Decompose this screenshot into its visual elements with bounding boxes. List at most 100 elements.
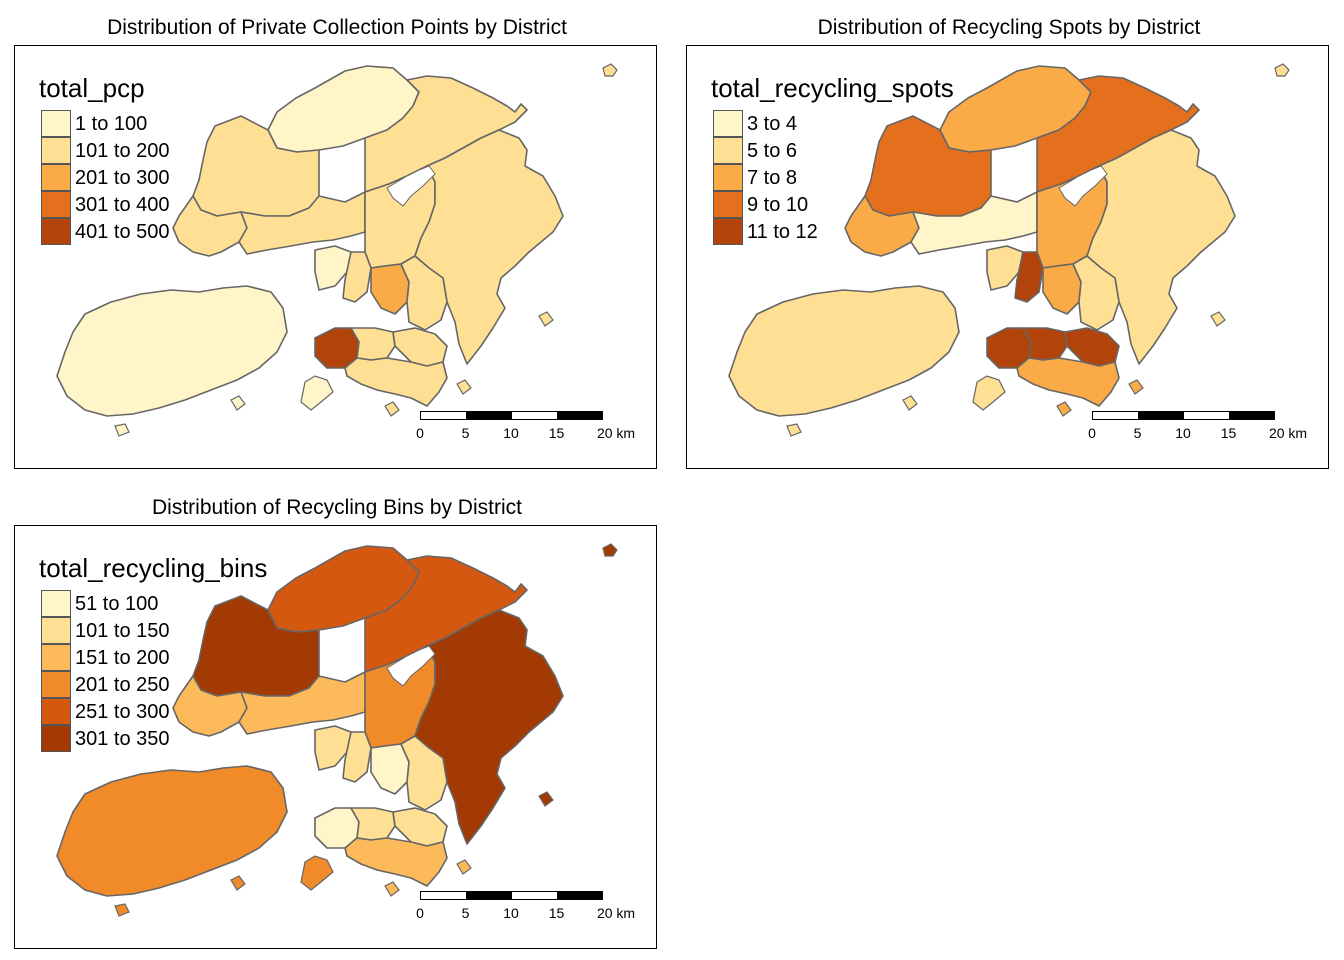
district-islands <box>728 285 960 417</box>
legend-swatch <box>713 137 743 164</box>
scale-bar-label: 15 <box>1220 425 1237 441</box>
scale-bar-segment <box>1183 411 1230 420</box>
legend-label: 101 to 150 <box>75 620 170 642</box>
legend-swatch <box>41 110 71 137</box>
islet-shape <box>114 423 130 437</box>
scale-bar-1: 0 5 10 15 20 km <box>416 411 635 441</box>
legend-swatch <box>41 617 71 644</box>
scale-bar-segment <box>556 891 603 900</box>
islet-shape <box>384 881 400 897</box>
district-kowloon-c <box>1072 255 1120 331</box>
legend-swatch <box>41 137 71 164</box>
district-islands <box>56 285 288 417</box>
district-kwai-tsing <box>986 245 1024 291</box>
legend-title-1: total_pcp <box>39 73 145 103</box>
district-kowloon-c <box>400 735 448 811</box>
legend-swatch <box>41 725 71 752</box>
scale-bar-segment <box>465 411 512 420</box>
islet-shape <box>602 543 618 557</box>
legend-swatch <box>41 590 71 617</box>
district-kowloon-a <box>1014 251 1044 303</box>
legend-label: 3 to 4 <box>747 113 798 135</box>
islet-shape <box>538 311 554 327</box>
scale-bar-label: 15 <box>548 425 565 441</box>
legend-item: 101 to 200 <box>39 137 170 164</box>
legend-item: 251 to 300 <box>39 698 267 725</box>
legend-label: 5 to 6 <box>747 140 798 162</box>
district-hk-south <box>1016 357 1120 407</box>
legend-swatch <box>41 644 71 671</box>
scale-bar-label: 0 <box>1088 425 1096 441</box>
legend-item: 301 to 400 <box>39 191 170 218</box>
map-title-2: Distribution of Recycling Spots by Distr… <box>817 16 1201 39</box>
map-title-1: Distribution of Private Collection Point… <box>107 16 567 39</box>
choropleth-map-2 <box>728 63 1290 437</box>
map-panel-3: total_recycling_bins 51 to 100 101 to 150… <box>14 525 657 949</box>
legend-2: total_recycling_spots 3 to 4 5 to 6 7 to 8… <box>711 72 954 245</box>
legend-label: 401 to 500 <box>75 221 170 243</box>
harbour-water <box>386 165 436 207</box>
legend-title-3: total_recycling_bins <box>39 553 268 583</box>
legend-item: 51 to 100 <box>39 590 267 617</box>
islet-shape <box>300 375 334 411</box>
legend-label: 201 to 300 <box>75 167 170 189</box>
harbour-water <box>1058 165 1108 207</box>
scale-bar-label: 5 <box>1133 425 1142 441</box>
legend-rows-3: 51 to 100 101 to 150 151 to 200 201 to 250 2… <box>39 590 267 752</box>
legend-item: 5 to 6 <box>711 137 954 164</box>
legend-item: 301 to 350 <box>39 725 267 752</box>
district-kowloon-b <box>370 743 410 795</box>
scale-bar-3: 0 5 10 15 20 km <box>416 891 635 921</box>
legend-rows-1: 1 to 100 101 to 200 201 to 300 301 to 400 40… <box>39 110 170 245</box>
scale-bar-segment <box>1228 411 1275 420</box>
islet-shape <box>456 379 472 395</box>
legend-swatch <box>713 191 743 218</box>
islet-shape <box>538 791 554 807</box>
legend-swatch <box>41 218 71 245</box>
islet-shape <box>230 395 246 411</box>
district-kowloon-c <box>400 255 448 331</box>
district-sai-kung <box>1086 129 1236 365</box>
legend-swatch <box>41 164 71 191</box>
legend-label: 1 to 100 <box>75 113 148 135</box>
scale-bar-label: 10 <box>1175 425 1191 441</box>
scale-bar-label: 0 <box>416 905 424 921</box>
legend-item: 9 to 10 <box>711 191 954 218</box>
harbour-water <box>386 645 436 687</box>
islet-shape <box>1128 379 1144 395</box>
legend-swatch <box>713 110 743 137</box>
scale-bar-label: 15 <box>548 905 565 921</box>
scale-bar-segment <box>1137 411 1184 420</box>
district-tsuen-wan <box>910 191 1038 255</box>
legend-swatch <box>41 191 71 218</box>
district-sai-kung <box>414 609 564 845</box>
legend-swatch <box>713 218 743 245</box>
choropleth-map-1 <box>56 63 618 437</box>
islet-shape <box>902 395 918 411</box>
legend-swatch <box>41 698 71 725</box>
legend-label: 201 to 250 <box>75 674 170 696</box>
legend-3: total_recycling_bins 51 to 100 101 to 150… <box>39 552 267 752</box>
islet-shape <box>972 375 1006 411</box>
scale-bar-label: 20 km <box>596 425 636 441</box>
district-kowloon-b <box>1042 263 1082 315</box>
islet-shape <box>456 859 472 875</box>
district-hk-south <box>344 837 448 887</box>
scale-bar-label: 10 <box>503 905 519 921</box>
legend-item: 401 to 500 <box>39 218 170 245</box>
scale-bar-label: 20 km <box>1268 425 1308 441</box>
scale-bar-segment <box>1092 411 1139 420</box>
legend-label: 301 to 400 <box>75 194 170 216</box>
legend-label: 51 to 100 <box>75 593 159 615</box>
legend-item: 7 to 8 <box>711 164 954 191</box>
scale-bar-label: 0 <box>416 425 424 441</box>
islet-shape <box>384 401 400 417</box>
legend-item: 201 to 300 <box>39 164 170 191</box>
legend-rows-2: 3 to 4 5 to 6 7 to 8 9 to 10 11 to 12 <box>711 110 954 245</box>
district-tsuen-wan <box>238 191 366 255</box>
map-title-3: Distribution of Recycling Bins by Distri… <box>152 496 522 519</box>
map-panel-1: total_pcp 1 to 100 101 to 200 201 to 300 30… <box>14 45 657 469</box>
district-tsuen-wan <box>238 671 366 735</box>
legend-item: 1 to 100 <box>39 110 148 137</box>
scale-bar-label: 20 km <box>596 905 636 921</box>
